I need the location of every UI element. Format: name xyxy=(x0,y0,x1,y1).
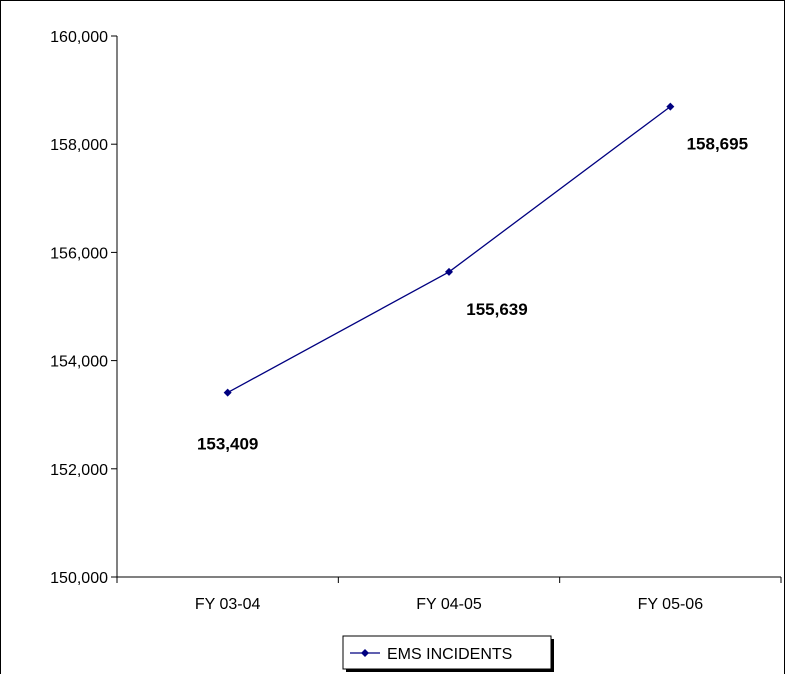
y-tick-label: 152,000 xyxy=(50,462,108,479)
data-point-marker xyxy=(223,388,232,397)
series-line xyxy=(227,106,671,394)
legend-marker-swatch xyxy=(361,649,369,657)
legend: EMS INCIDENTS xyxy=(342,635,554,672)
y-tick-label: 154,000 xyxy=(50,354,108,371)
x-tick-label: FY 04-05 xyxy=(416,596,482,613)
x-tick-label: FY 03-04 xyxy=(195,596,261,613)
y-axis: 150,000 152,000 154,000 156,000 158,000 160,0… xyxy=(50,29,118,587)
data-label: 158,695 xyxy=(687,135,748,154)
legend-entry-label: EMS INCIDENTS xyxy=(387,646,512,663)
y-tick-label: 158,000 xyxy=(50,137,108,154)
data-labels: 153,409 155,639 158,695 xyxy=(197,135,748,454)
data-label: 153,409 xyxy=(197,435,258,454)
x-tick-label: FY 05-06 xyxy=(638,596,704,613)
y-tick-label: 156,000 xyxy=(50,245,108,262)
data-point-marker xyxy=(445,267,453,276)
x-axis: FY 03-04 FY 04-05 FY 05-06 xyxy=(116,576,782,613)
data-label: 155,639 xyxy=(466,300,527,319)
series-ems-incidents xyxy=(223,102,675,397)
data-point-marker xyxy=(666,102,675,111)
y-tick-label: 150,000 xyxy=(50,570,108,587)
y-tick-label: 160,000 xyxy=(50,29,108,46)
legend-shadow-bottom xyxy=(346,669,554,672)
legend-shadow-right xyxy=(551,639,554,672)
